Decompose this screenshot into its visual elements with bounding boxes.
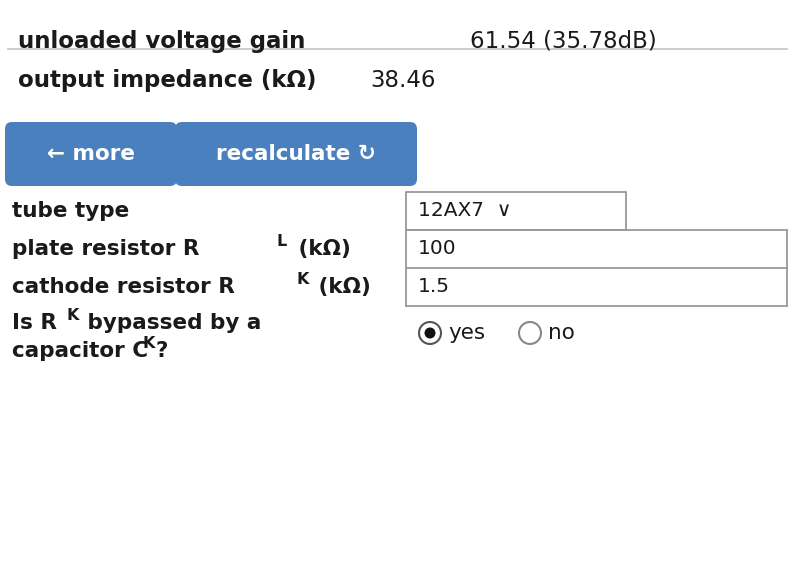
Text: (kΩ): (kΩ): [311, 277, 371, 297]
Text: bypassed by a: bypassed by a: [80, 313, 262, 333]
Text: no: no: [548, 323, 575, 343]
Text: ← more: ← more: [47, 144, 135, 164]
Text: plate resistor R: plate resistor R: [12, 239, 200, 259]
Text: K: K: [142, 336, 154, 351]
Text: L: L: [277, 234, 287, 249]
Text: 38.46: 38.46: [370, 69, 436, 92]
Circle shape: [419, 322, 441, 344]
Text: Is R: Is R: [12, 313, 57, 333]
Text: output impedance (kΩ): output impedance (kΩ): [18, 69, 316, 92]
Text: capacitor C: capacitor C: [12, 341, 148, 361]
Text: tube type: tube type: [12, 201, 130, 221]
FancyBboxPatch shape: [175, 122, 417, 186]
Text: unloaded voltage gain: unloaded voltage gain: [18, 30, 305, 53]
Circle shape: [425, 328, 436, 339]
Text: recalculate ↻: recalculate ↻: [216, 144, 376, 164]
Text: (kΩ): (kΩ): [291, 239, 351, 259]
Text: 61.54 (35.78dB): 61.54 (35.78dB): [470, 30, 657, 53]
Text: K: K: [297, 272, 309, 287]
Bar: [406, 192, 626, 230]
Text: K: K: [66, 308, 79, 323]
Text: ?: ?: [156, 341, 169, 361]
Text: 100: 100: [418, 240, 456, 258]
Text: 12AX7  ∨: 12AX7 ∨: [418, 201, 511, 221]
FancyBboxPatch shape: [5, 122, 177, 186]
Text: cathode resistor R: cathode resistor R: [12, 277, 235, 297]
Text: yes: yes: [448, 323, 485, 343]
Circle shape: [519, 322, 541, 344]
Text: 1.5: 1.5: [418, 277, 450, 296]
